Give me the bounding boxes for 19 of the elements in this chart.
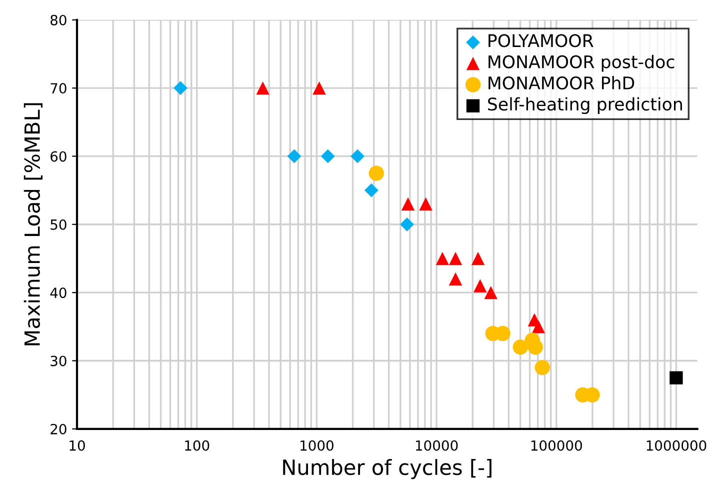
y-tick-label: 70 <box>50 83 66 94</box>
x-axis-title: Number of cycles [-] <box>283 459 492 480</box>
x-tick-label: 1000 <box>300 440 334 451</box>
legend-label: MONAMOOR PhD <box>488 76 634 90</box>
y-tick-label: 20 <box>50 424 66 434</box>
y-tick-label: 60 <box>50 151 66 162</box>
legend-label: MONAMOOR post-doc <box>488 54 674 72</box>
legend-label: POLYAMOOR <box>488 34 594 48</box>
y-tick-label: 80 <box>50 14 66 26</box>
y-tick-label: 50 <box>50 219 66 230</box>
y-tick-label: 40 <box>50 288 66 298</box>
x-tick-label: 1000000 <box>646 440 706 451</box>
x-tick-label: 10 <box>70 440 85 451</box>
x-tick-label: 100000 <box>531 440 582 451</box>
y-axis-title: Maximum Load [%MBL] <box>24 103 42 346</box>
x-tick-label: 10000 <box>416 440 458 451</box>
x-tick-label: 100 <box>185 440 210 451</box>
y-tick-label: 30 <box>50 356 66 366</box>
legend-label: Self-heating prediction <box>488 97 682 114</box>
